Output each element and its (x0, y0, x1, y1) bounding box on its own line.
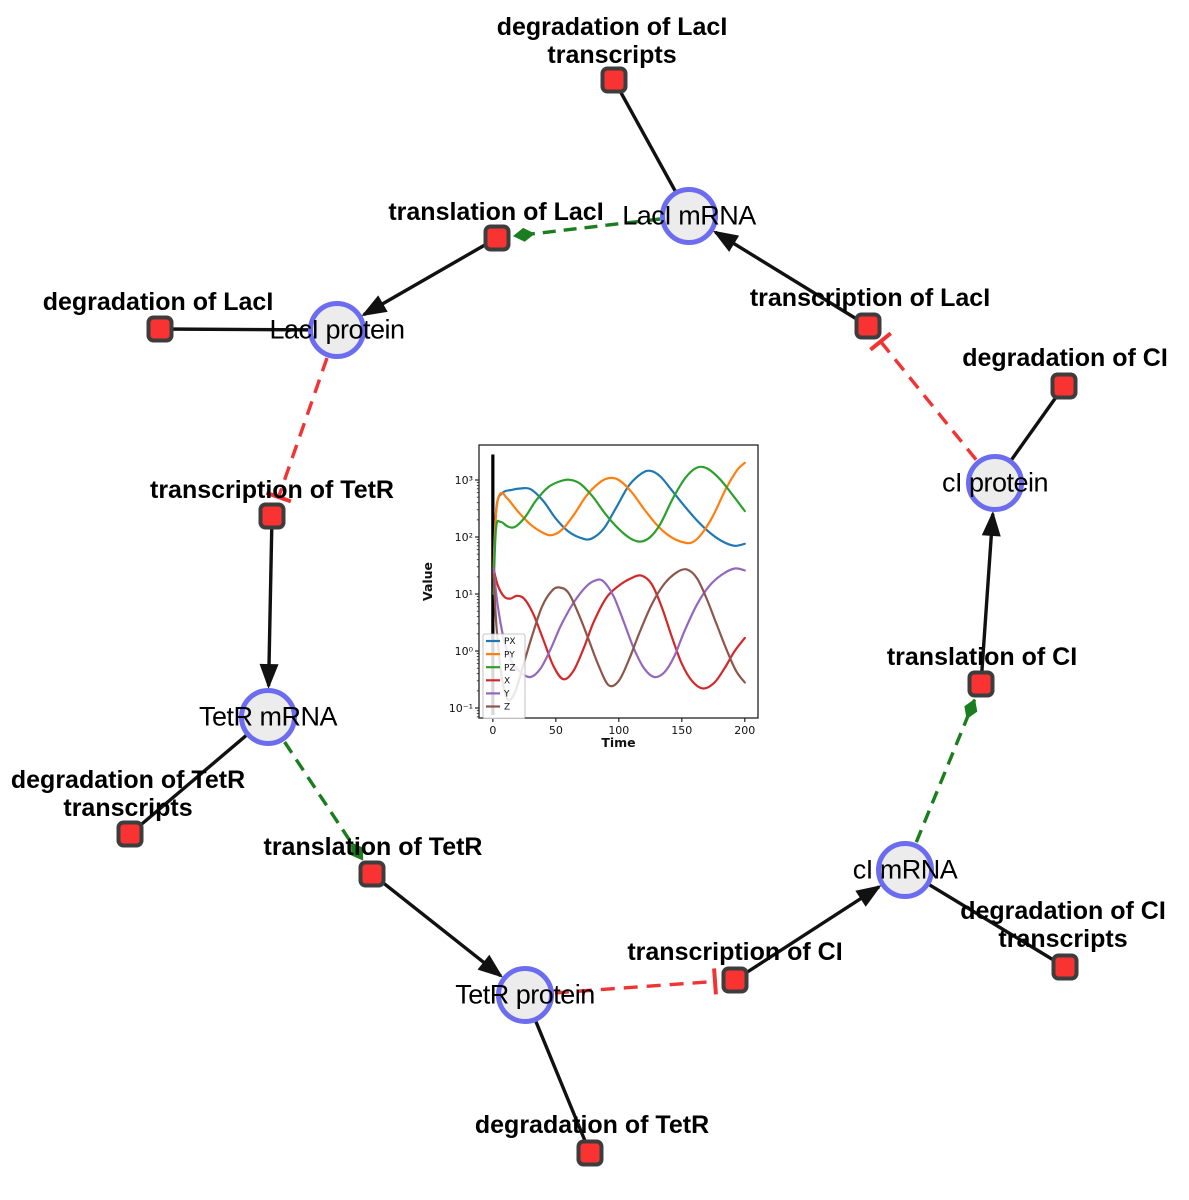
legend-label-PY: PY (504, 650, 515, 660)
reaction-node-degradation-ci-transcripts[interactable] (1051, 953, 1079, 981)
species-label-ci-mrna: cI mRNA (852, 854, 958, 885)
reaction-label-translation-laci: translation of LacI (388, 198, 604, 226)
series-X (492, 567, 746, 690)
species-label-tetr-mrna: TetR mRNA (198, 701, 338, 732)
reaction-node-transcription-ci[interactable] (721, 966, 749, 994)
edge-translation-tetr-to-tetr-protein[interactable] (370, 872, 504, 978)
legend-label-Y: Y (503, 690, 510, 700)
reaction-label-translation-tetr: translation of TetR (263, 833, 483, 861)
reaction-node-degradation-tetr[interactable] (576, 1139, 604, 1167)
y-tick-label: 10⁰ (455, 645, 474, 658)
modifier-edge-laci-mrna-to-translation-laci[interactable] (513, 217, 661, 242)
reaction-node-transcription-laci[interactable] (854, 312, 882, 340)
inhibition-edge-tetr-protein-to-transcription-ci[interactable] (554, 968, 718, 995)
chart-axes-frame (478, 444, 759, 719)
legend-label-PZ: PZ (504, 663, 516, 673)
edge-tetr-mrna-to-degradation-transcripts[interactable] (128, 715, 270, 836)
species-label-laci-protein: LacI protein (269, 314, 405, 345)
reaction-node-translation-ci[interactable] (967, 670, 995, 698)
legend-label-X: X (504, 677, 510, 687)
species-node-laci-protein[interactable]: LacI protein (269, 301, 405, 359)
reaction-node-degradation-laci[interactable] (146, 315, 174, 343)
species-node-ci-protein[interactable]: cI protein (942, 454, 1049, 512)
edge-transcription-laci-to-laci-mrna[interactable] (712, 230, 869, 328)
legend-label-PX: PX (504, 637, 516, 647)
inhibition-edge-ci-protein-to-transcription-laci[interactable] (869, 331, 978, 461)
reaction-label-degradation-tetr: degradation of TetR (474, 1111, 710, 1139)
edge-translation-laci-to-laci-protein[interactable] (361, 236, 498, 317)
species-label-laci-mrna: LacI mRNA (622, 200, 756, 231)
x-tick-label: 50 (549, 724, 563, 737)
legend-label-Z: Z (504, 703, 510, 713)
species-node-laci-mrna[interactable]: LacI mRNA (622, 187, 756, 245)
series-PZ (492, 465, 746, 596)
reaction-label-degradation-laci-transcripts: degradation of LacI transcripts (496, 13, 728, 69)
species-node-tetr-mrna[interactable]: TetR mRNA (199, 688, 338, 746)
x-tick-label: 200 (734, 724, 755, 737)
reaction-label-degradation-ci: degradation of CI (962, 344, 1168, 372)
reaction-node-translation-laci[interactable] (483, 224, 511, 252)
inhibition-edge-laci-protein-to-transcription-tetr[interactable] (265, 357, 329, 504)
y-axis-title: Value (420, 562, 435, 601)
y-tick-label: 10⁻¹ (449, 702, 473, 715)
modifier-edge-ci-mrna-to-translation-ci[interactable] (914, 698, 978, 843)
reaction-label-degradation-ci-transcripts: degradation of CI transcripts (960, 897, 1166, 953)
edge-laci-protein-to-degradation-laci[interactable] (159, 327, 338, 332)
reaction-label-degradation-laci: degradation of LacI (42, 288, 274, 316)
reaction-label-transcription-tetr: transcription of TetR (150, 476, 394, 504)
species-label-ci-protein: cI protein (941, 467, 1049, 498)
edge-transcription-tetr-to-tetr-mrna[interactable] (259, 515, 279, 689)
y-tick-label: 10³ (455, 474, 473, 487)
x-tick-label: 150 (671, 724, 692, 737)
species-node-tetr-protein[interactable]: TetR protein (455, 966, 595, 1024)
reaction-label-translation-ci: translation of CI (886, 643, 1078, 671)
x-tick-label: 100 (608, 724, 629, 737)
y-tick-label: 10¹ (455, 588, 473, 601)
simulation-chart: 0 50 100 150 200 10⁻¹ 10⁰ 10¹ 10² 10³ Time Value PX P… (420, 444, 759, 750)
series-PY (492, 461, 746, 578)
edge-translation-ci-to-ci-protein[interactable] (979, 510, 1001, 685)
modifier-edge-tetr-mrna-to-translation-tetr[interactable] (283, 741, 365, 861)
edge-transcription-ci-to-ci-mrna[interactable] (734, 885, 882, 982)
y-tick-label: 10² (455, 531, 473, 544)
reaction-node-transcription-tetr[interactable] (258, 502, 286, 530)
x-axis-title: Time (601, 735, 635, 750)
reaction-label-transcription-ci: transcription of CI (627, 938, 843, 966)
species-node-ci-mrna[interactable]: cI mRNA (853, 841, 958, 899)
reaction-node-degradation-ci[interactable] (1050, 372, 1078, 400)
edge-ci-mrna-to-degradation-transcripts[interactable] (904, 868, 1066, 969)
reaction-node-translation-tetr[interactable] (358, 860, 386, 888)
reaction-label-transcription-laci: transcription of LacI (749, 284, 991, 312)
reaction-node-degradation-laci-transcripts[interactable] (600, 66, 628, 94)
reaction-label-degradation-tetr-transcripts: degradation of TetR transcripts (10, 766, 246, 822)
x-tick-label: 0 (489, 724, 496, 737)
species-label-tetr-protein: TetR protein (455, 979, 595, 1010)
reaction-node-degradation-tetr-transcripts[interactable] (116, 820, 144, 848)
